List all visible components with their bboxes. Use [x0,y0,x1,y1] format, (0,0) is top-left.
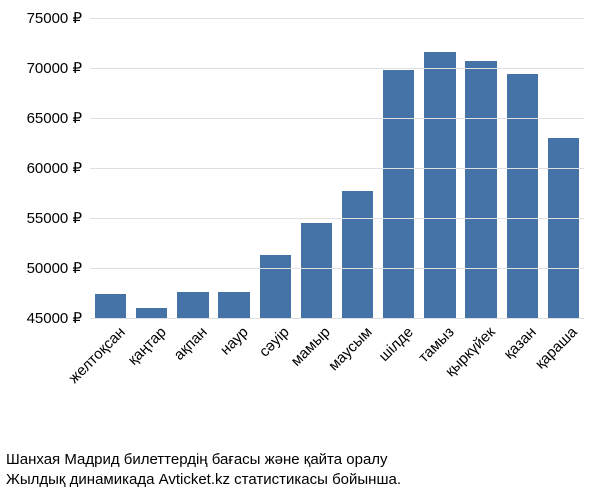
x-tick-label: қаңтар [119,318,170,369]
y-tick-label: 55000 ₽ [27,209,90,227]
bar [548,138,579,318]
caption-line: Жылдық динамикада Avticket.kz статистика… [6,470,594,490]
y-tick-label: 70000 ₽ [27,59,90,77]
bar [301,223,332,318]
y-tick-label: 75000 ₽ [27,9,90,27]
bar [507,74,538,318]
x-tick-label: желтоқсан [59,318,128,387]
x-tick-label: маусым [319,318,375,374]
grid-line [90,18,584,19]
grid-line [90,68,584,69]
x-tick-label: наур [211,318,251,358]
y-tick-label: 65000 ₽ [27,109,90,127]
bar [177,292,208,318]
bar [424,52,455,318]
bar [260,255,291,318]
grid-line [90,118,584,119]
x-tick-label: ақпан [165,318,211,364]
x-tick-label: қараша [527,318,581,372]
bar [465,61,496,318]
bar [95,294,126,318]
caption-line: Шанхая Мадрид билеттердің бағасы және қа… [6,450,594,470]
grid-line [90,318,584,319]
grid-line [90,218,584,219]
grid-line [90,268,584,269]
y-tick-label: 60000 ₽ [27,159,90,177]
bar [218,292,249,318]
plot-area: желтоқсанқаңтарақпаннаурсәуірмамырмаусым… [90,18,584,318]
x-tick-label: шілде [370,318,417,365]
price-chart: желтоқсанқаңтарақпаннаурсәуірмамырмаусым… [0,0,600,500]
bar [136,308,167,318]
grid-line [90,168,584,169]
bar [342,191,373,318]
bar [383,70,414,318]
y-tick-label: 50000 ₽ [27,259,90,277]
chart-caption: Шанхая Мадрид билеттердің бағасы және қа… [0,450,600,491]
y-tick-label: 45000 ₽ [27,309,90,327]
